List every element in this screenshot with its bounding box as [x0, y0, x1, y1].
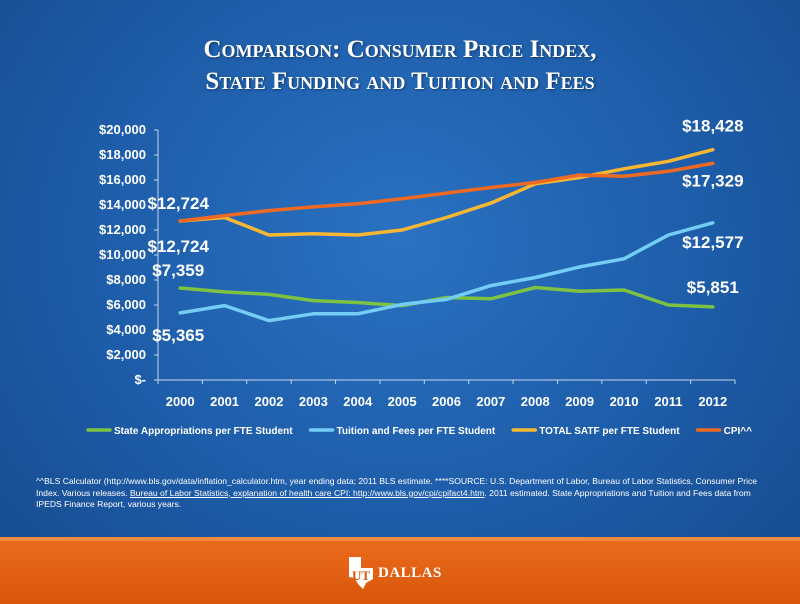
series-line-tuition: [178, 221, 715, 323]
x-tick-label: 2011: [654, 394, 682, 409]
x-tick-label: 2006: [432, 394, 461, 409]
x-tick-label: 2000: [166, 394, 195, 409]
data-label-total: $18,428: [682, 117, 743, 136]
x-tick-label: 2001: [210, 394, 239, 409]
data-label-total: $12,724: [147, 194, 209, 213]
x-tick-label: 2009: [565, 394, 594, 409]
y-tick-label: $18,000: [99, 147, 146, 162]
x-tick-label: 2012: [698, 394, 727, 409]
data-label-tuition: $5,365: [152, 326, 204, 345]
y-tick-label: $20,000: [99, 122, 146, 137]
legend-label-cpi: CPI^^: [724, 426, 753, 437]
y-tick-label: $14,000: [99, 197, 146, 212]
data-label-tuition: $12,577: [682, 233, 743, 252]
line-chart: $- $2,000 $4,000 $6,000 $8,000 $10,000 $12,000…: [86, 117, 753, 437]
data-label-cpi: $12,724: [147, 237, 209, 256]
texas-star-icon: UT: [349, 557, 373, 589]
y-tick-label: $4,000: [106, 322, 146, 337]
x-tick-label: 2005: [388, 394, 417, 409]
chart-title: Comparison: Consumer Price Index, State …: [0, 34, 800, 98]
x-tick-label: 2002: [255, 394, 284, 409]
data-label-state: $7,359: [152, 261, 204, 280]
x-tick-label: 2003: [299, 394, 328, 409]
ut-dallas-logo: UT DALLAS: [346, 555, 442, 591]
legend-label-state: State Appropriations per FTE Student: [114, 426, 293, 437]
legend-label-total: TOTAL SATF per FTE Student: [539, 426, 680, 437]
footnote-link[interactable]: Bureau of Labor Statistics, explanation …: [129, 487, 485, 498]
y-tick-label: $6,000: [106, 297, 146, 312]
y-tick-label: $12,000: [99, 222, 146, 237]
footer-bar: UT DALLAS: [0, 537, 800, 604]
footnote: ^^BLS Calculator (http://www.bls.gov/dat…: [36, 476, 771, 511]
series-line-state: [178, 285, 715, 309]
legend-label-tuition: Tuition and Fees per FTE Student: [337, 426, 496, 437]
chart-title-line2: State Funding and Tuition and Fees: [205, 68, 595, 95]
y-tick-label: $16,000: [99, 172, 146, 187]
x-tick-label: 2010: [610, 394, 639, 409]
y-tick-label: $8,000: [106, 272, 146, 287]
series-line-total: [178, 147, 715, 237]
footnote-text-1: ^^BLS Calculator (http://www.bls.gov/dat…: [36, 476, 758, 498]
data-label-state: $5,851: [687, 278, 739, 297]
y-tick-label: $10,000: [99, 247, 146, 262]
chart-title-line1: Comparison: Consumer Price Index,: [203, 36, 597, 63]
x-tick-label: 2004: [343, 394, 373, 409]
footnote-text-2: . 2011 estimated. State Appropriations a…: [36, 487, 751, 510]
data-label-cpi: $17,329: [682, 171, 743, 190]
logo-monogram: UT: [352, 568, 370, 583]
x-tick-label: 2008: [521, 394, 550, 409]
y-tick-label: $-: [134, 372, 146, 387]
x-tick-label: 2007: [476, 394, 505, 409]
logo-text: DALLAS: [378, 564, 442, 581]
series-line-cpi: [178, 161, 715, 223]
y-tick-label: $2,000: [106, 347, 146, 362]
